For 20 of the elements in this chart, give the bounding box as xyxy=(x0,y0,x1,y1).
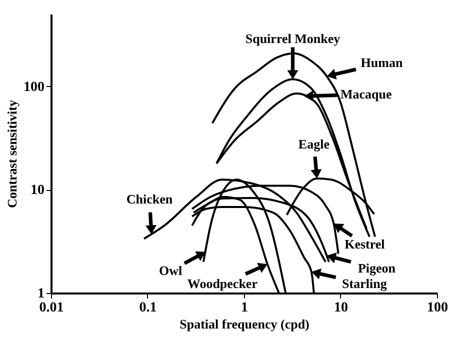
annotation: Woodpecker xyxy=(187,276,258,292)
annotation: Pigeon xyxy=(358,260,396,276)
x-tick-label: 0.01 xyxy=(39,300,64,316)
x-tick-label: 0.1 xyxy=(139,300,157,316)
annotation: Eagle xyxy=(298,136,330,152)
annotation: Macaque xyxy=(340,86,392,102)
annotation: Human xyxy=(360,55,404,70)
y-axis-title: Contrast sensitivity xyxy=(4,100,20,208)
annotation: Chicken xyxy=(126,191,174,206)
x-tick-label: 10 xyxy=(334,300,348,316)
x-tick-label: 100 xyxy=(427,300,448,316)
x-axis-title: Spatial frequency (cpd) xyxy=(180,316,310,332)
y-tick-label: 100 xyxy=(24,80,44,95)
annotation: Starling xyxy=(342,276,388,291)
x-tick-label: 1 xyxy=(241,300,248,316)
annotation: Kestrel xyxy=(344,236,386,252)
y-tick-label: 10 xyxy=(30,183,44,198)
annotation: Owl xyxy=(159,262,183,278)
annotation: Squirrel Monkey xyxy=(245,31,341,46)
y-tick-label: 1 xyxy=(38,286,44,302)
